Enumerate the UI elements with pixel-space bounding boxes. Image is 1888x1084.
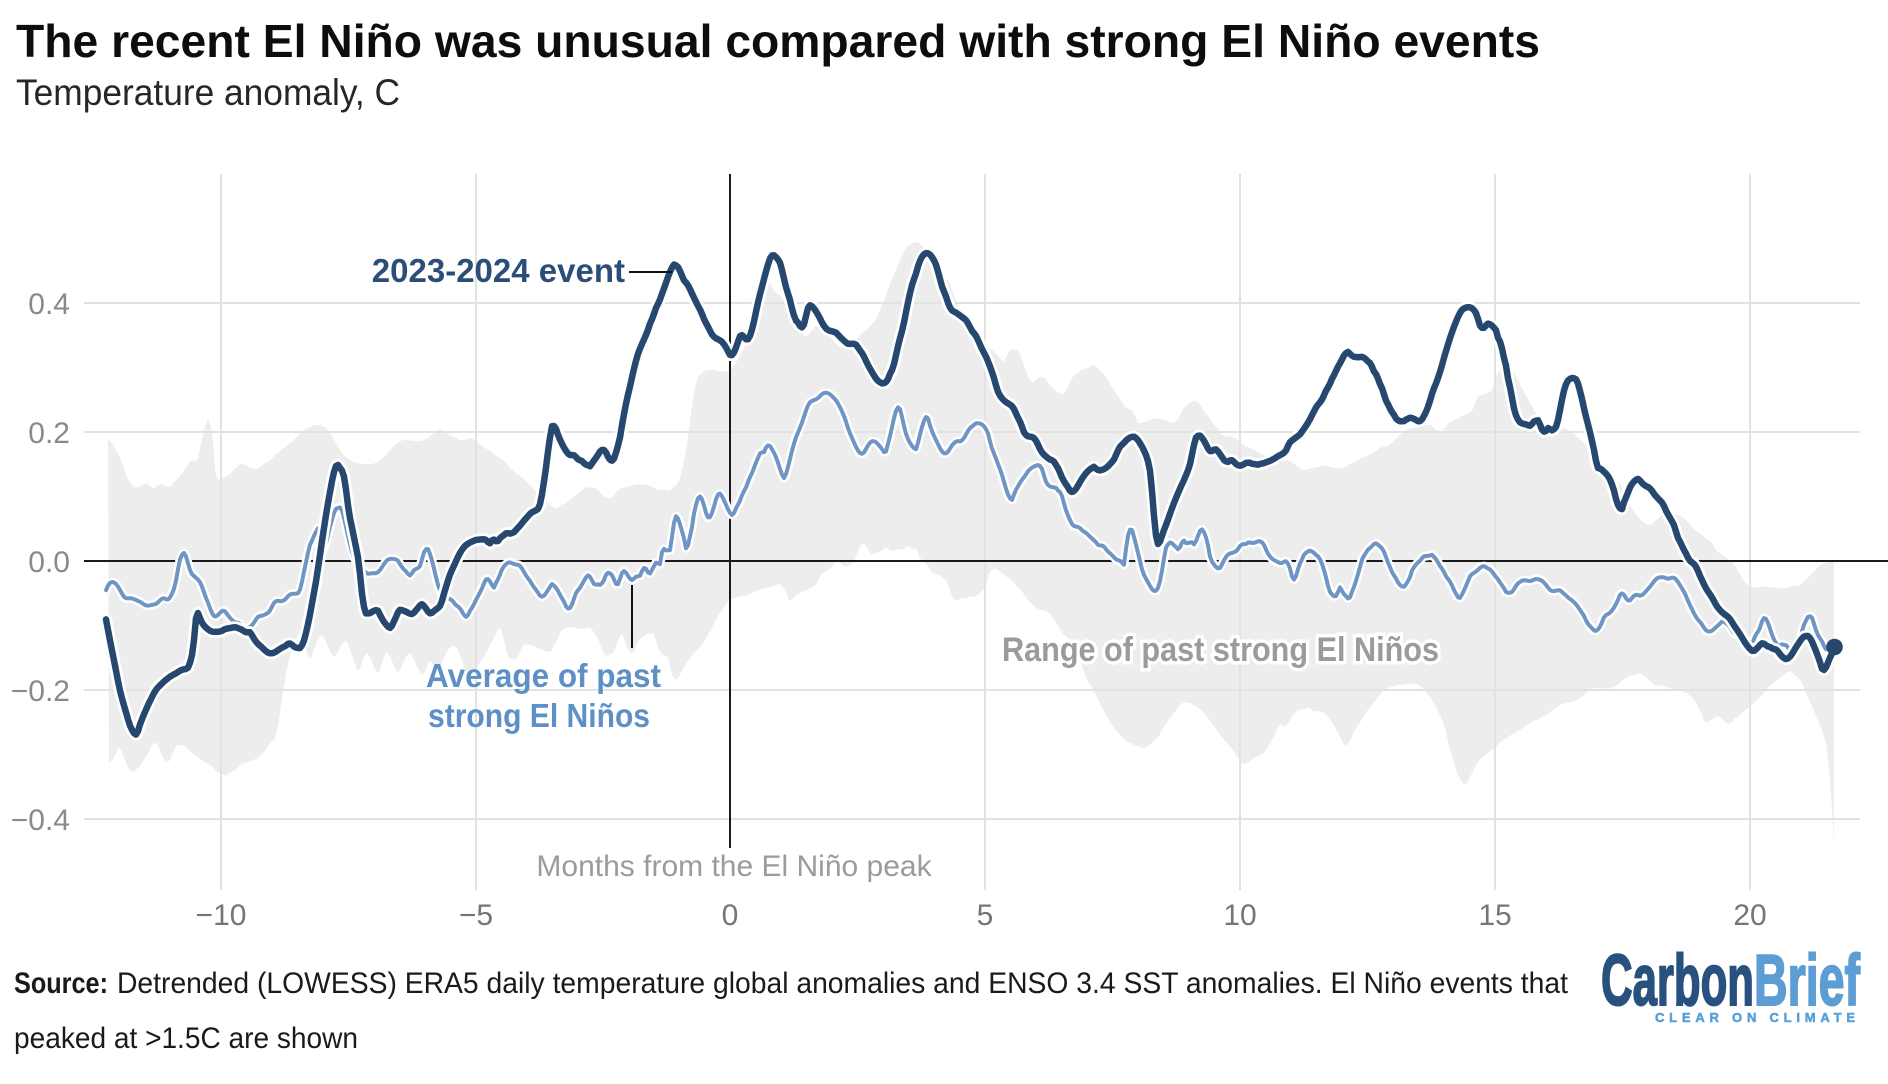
svg-text:Temperature anomaly, C: Temperature anomaly, C (16, 72, 400, 113)
svg-text:0.2: 0.2 (28, 417, 70, 450)
svg-text:CLEAR ON CLIMATE: CLEAR ON CLIMATE (1655, 1010, 1855, 1025)
svg-text:peaked at >1.5C are shown: peaked at >1.5C are shown (14, 1022, 358, 1055)
svg-text:−5: −5 (459, 899, 493, 932)
svg-text:Detrended (LOWESS) ERA5 daily: Detrended (LOWESS) ERA5 daily temperatur… (117, 967, 1569, 1000)
svg-text:Brief: Brief (1754, 941, 1861, 1021)
svg-text:−10: −10 (196, 899, 247, 932)
svg-text:strong El Niños: strong El Niños (428, 697, 650, 734)
svg-text:2023-2024 event: 2023-2024 event (372, 252, 625, 289)
svg-text:Months from the El Niño peak: Months from the El Niño peak (536, 850, 932, 883)
svg-text:0.4: 0.4 (28, 288, 70, 321)
svg-text:10: 10 (1223, 899, 1256, 932)
svg-text:−0.2: −0.2 (11, 675, 70, 708)
svg-text:0: 0 (722, 899, 739, 932)
svg-text:The recent El Niño was unusual: The recent El Niño was unusual compared … (16, 15, 1540, 67)
svg-text:5: 5 (977, 899, 994, 932)
svg-text:Average of past: Average of past (426, 657, 661, 694)
svg-text:−0.4: −0.4 (11, 804, 70, 837)
svg-text:0.0: 0.0 (28, 546, 70, 579)
svg-text:Carbon: Carbon (1601, 941, 1754, 1021)
svg-text:Range of past strong El Niños: Range of past strong El Niños (1002, 631, 1439, 669)
svg-text:20: 20 (1733, 899, 1766, 932)
svg-text:15: 15 (1478, 899, 1511, 932)
svg-text:Source:: Source: (14, 967, 108, 1000)
